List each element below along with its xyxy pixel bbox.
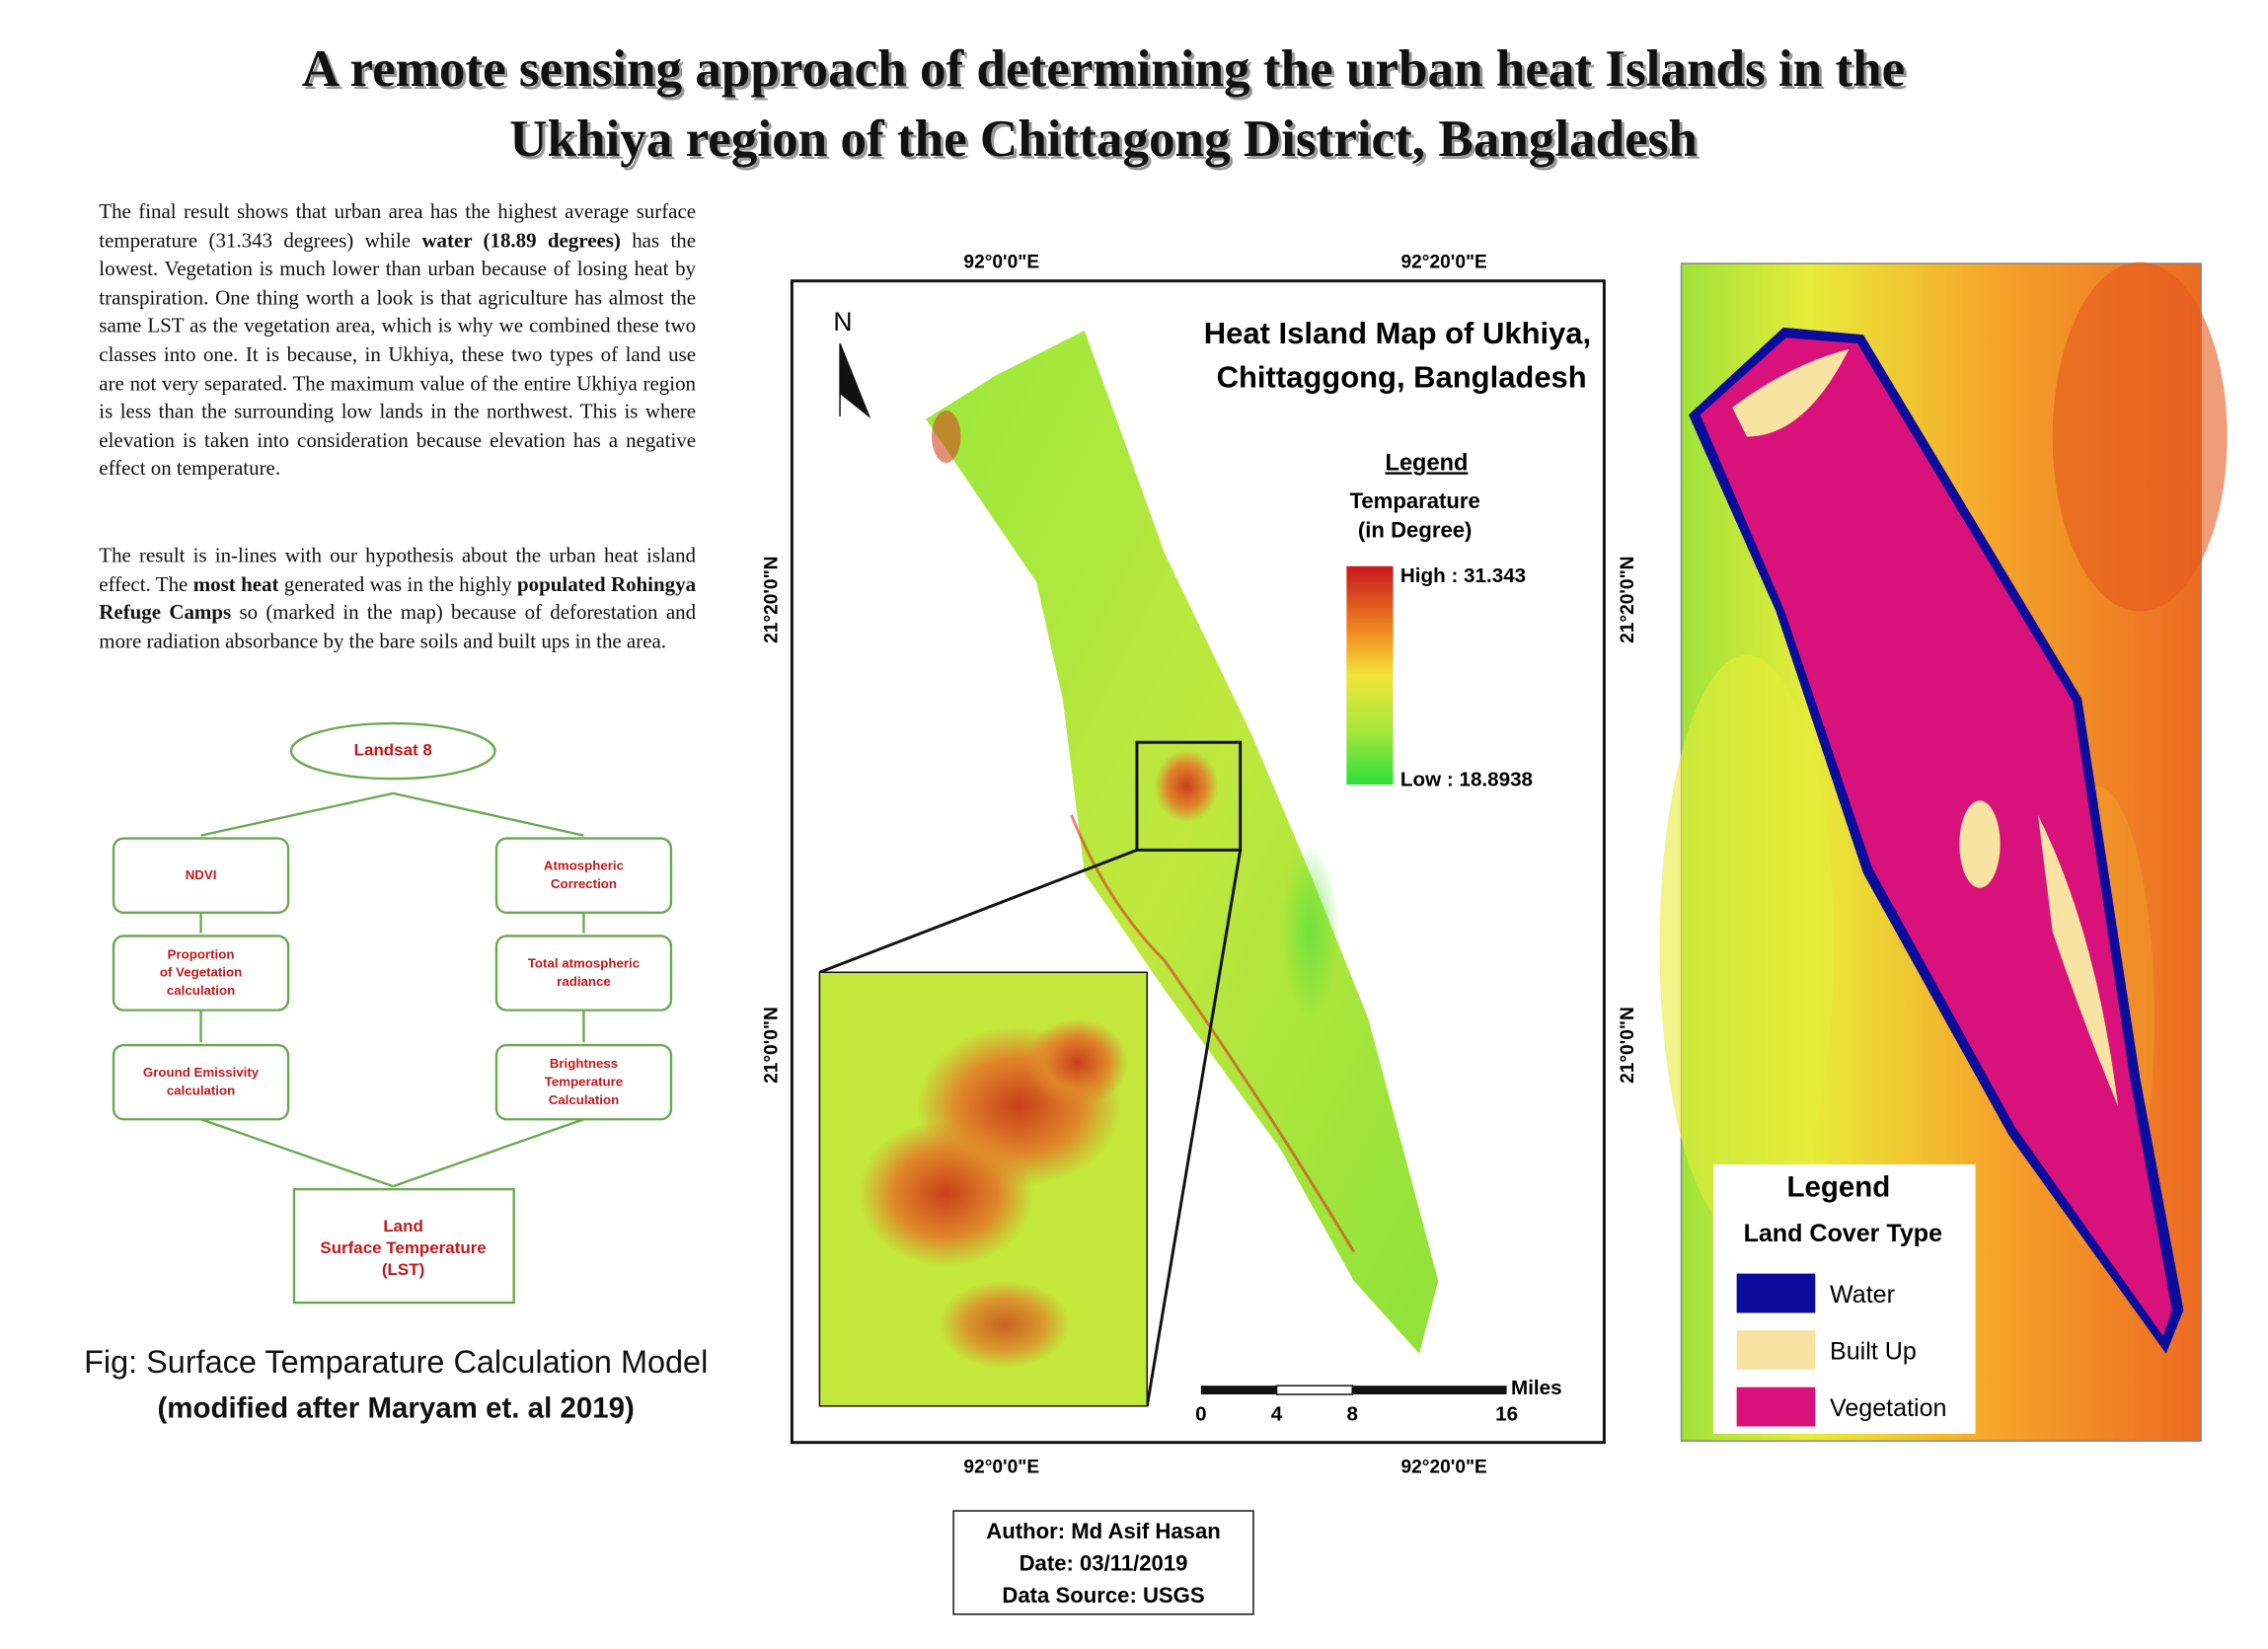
flow-node-label: Ground Emissivity xyxy=(143,1065,260,1080)
flow-node-label: Correction xyxy=(551,876,617,891)
legend-subtitle: Temparature xyxy=(1350,488,1480,513)
title: A remote sensing approach of determining… xyxy=(302,40,1905,98)
map-title: Heat Island Map of Ukhiya, xyxy=(1204,316,1591,350)
flow-node-label: (LST) xyxy=(382,1260,424,1279)
legend-swatch xyxy=(1736,1387,1816,1427)
text-run: populated Rohingya Refuge Camps xyxy=(99,572,697,626)
credits-box xyxy=(952,1510,1254,1615)
credit-line: Data Source: USGS xyxy=(1002,1583,1204,1608)
scale-label: 4 xyxy=(1271,1403,1283,1426)
legend-ramp xyxy=(1346,565,1394,786)
caption: (modified after Maryam et. al 2019) xyxy=(157,1392,634,1425)
legend-swatch xyxy=(1736,1273,1816,1313)
landcover-vegetation xyxy=(1700,337,2172,1337)
title-shadow: Ukhiya region of the Chittagong District… xyxy=(512,113,1701,171)
flow-node-label: radiance xyxy=(557,974,611,989)
text-run: most heat xyxy=(192,572,279,597)
flow-node-label: Landsat 8 xyxy=(354,741,432,760)
inset-marker xyxy=(1135,740,1243,852)
inset-leader xyxy=(818,849,1243,1407)
legend-entry: Vegetation xyxy=(1830,1394,1946,1422)
flow-node-label: of Vegetation xyxy=(160,965,242,980)
legend-title: Legend xyxy=(1786,1170,1890,1203)
flow-node-label: Total atmospheric xyxy=(528,955,640,970)
credit-line: Author: Md Asif Hasan xyxy=(986,1519,1220,1543)
title: Ukhiya region of the Chittagong District… xyxy=(509,111,1698,168)
latitude-label: 21°20'0"N xyxy=(762,556,783,642)
text-run: water (18.89 degrees) xyxy=(421,229,621,254)
paragraph: The final result shows that urban area h… xyxy=(99,199,696,485)
text-run: The result is in-lines with our hypothes… xyxy=(99,544,697,597)
north-arrow xyxy=(839,342,871,419)
north-label: N xyxy=(833,307,852,337)
paragraph: The result is in-lines with our hypothes… xyxy=(99,543,696,657)
text-run: so (marked in the map) because of defore… xyxy=(99,601,697,653)
flowchart-shapes xyxy=(112,721,673,1305)
legend-entry: Built Up xyxy=(1830,1338,1917,1366)
heat-map-texture xyxy=(931,410,1355,1253)
flow-node-label: Brightness xyxy=(550,1056,618,1071)
flow-node-label: Surface Temperature xyxy=(320,1238,486,1257)
flow-node-label: Calculation xyxy=(549,1092,620,1107)
title-shadow: A remote sensing approach of determining… xyxy=(305,43,1908,101)
flow-node-label: Proportion xyxy=(168,946,235,961)
legend-high: High : 31.343 xyxy=(1400,564,1526,587)
caption: Fig: Surface Temparature Calculation Mod… xyxy=(84,1344,708,1380)
map-title: Chittaggong, Bangladesh xyxy=(1217,359,1587,394)
legend-title: Legend xyxy=(1386,449,1469,475)
legend-subtitle: Land Cover Type xyxy=(1744,1220,1943,1247)
scale-label: 16 xyxy=(1495,1403,1518,1426)
text-run: The final result shows that urban area h… xyxy=(99,200,697,254)
scale-unit: Miles xyxy=(1511,1377,1562,1399)
longitude-label: 92°0'0"E xyxy=(963,1458,1039,1478)
scale-bar xyxy=(1200,1385,1507,1395)
legend-low: Low : 18.8938 xyxy=(1400,768,1533,790)
inset-texture xyxy=(859,1018,1129,1369)
latitude-label: 21°20'0"N xyxy=(1618,556,1638,642)
latitude-label: 21°0'0"N xyxy=(1618,1007,1638,1084)
flow-node-label: Land xyxy=(383,1217,423,1236)
text-run: generated was in the highly xyxy=(278,572,518,597)
longitude-label: 92°20'0"E xyxy=(1400,252,1487,272)
flow-node-label: Atmospheric xyxy=(544,859,624,873)
flow-node-label: calculation xyxy=(167,983,235,998)
latitude-label: 21°0'0"N xyxy=(762,1007,783,1084)
legend-swatch xyxy=(1736,1330,1816,1370)
text-run: has the lowest. Vegetation is much lower… xyxy=(99,229,697,482)
flow-node-label: calculation xyxy=(167,1084,235,1098)
longitude-label: 92°20'0"E xyxy=(1400,1458,1487,1478)
scale-label: 0 xyxy=(1195,1403,1206,1426)
flow-node-label: Temperature xyxy=(545,1074,623,1088)
legend-entry: Water xyxy=(1830,1281,1895,1309)
scale-label: 8 xyxy=(1347,1403,1358,1426)
credit-line: Date: 03/11/2019 xyxy=(1020,1550,1188,1575)
legend-subtitle: (in Degree) xyxy=(1358,517,1472,542)
flow-node-label: NDVI xyxy=(186,867,217,882)
longitude-label: 92°0'0"E xyxy=(963,252,1039,272)
heat-map-strip xyxy=(926,330,1439,1354)
landcover-builtup xyxy=(1732,348,2119,1106)
